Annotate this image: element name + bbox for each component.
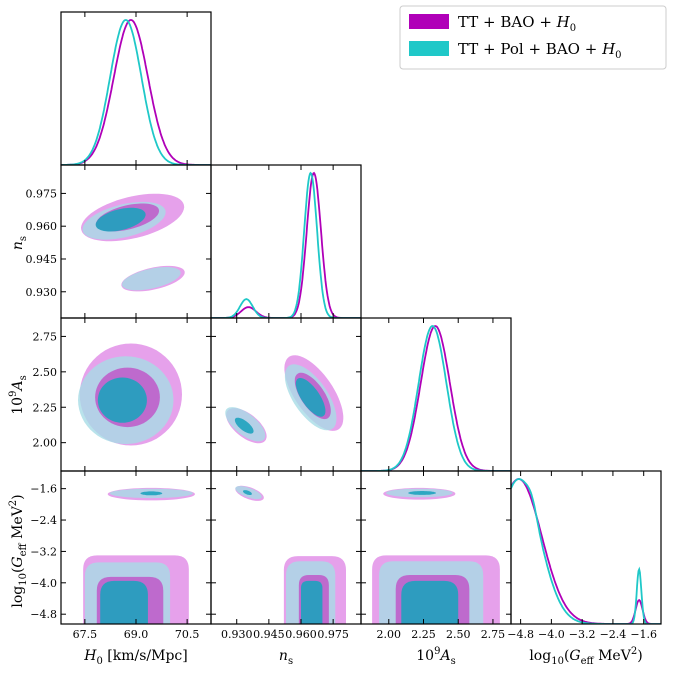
ylabel-As: 109As [8,375,29,414]
xtick-label-As: 2.50 [446,628,471,641]
panel-1d-Geff: −4.8 −4.0 −3.2 −2.4 −1.6 [507,470,662,641]
ytick-label-ns: 0.930 [26,286,58,299]
xtick-label-Geff: −3.2 [569,628,596,641]
legend-label-series2: TT + Pol + BAO + H0 [458,40,622,61]
xtick-label-H0: 67.5 [73,628,98,641]
xlabel-As: 109As [416,646,455,667]
xtick-label-Geff: −2.4 [600,628,627,641]
contour-series2-inner-Geff-ns [301,580,323,624]
marginal-line-series2-H0 [61,19,211,165]
panel-1d-As [360,317,512,472]
axes-frame [210,317,362,472]
contour-series2-inner-As-H0 [97,377,147,423]
contour-series2-inner-Geff-H0 [100,580,148,624]
axes-frame [60,11,212,166]
xlabel-H0: H0 [km/s/Mpc] [83,648,187,667]
xtick-label-H0: 70.5 [175,628,200,641]
ytick-label-Geff: −3.2 [30,545,57,558]
contour-series2-inner-Geff-ns [243,490,252,495]
axes-frame [360,317,512,472]
ytick-label-As: 2.75 [33,330,58,343]
xtick-label-ns: 0.960 [285,628,317,641]
ytick-label-As: 2.00 [33,437,58,450]
panel-1d-ns [210,164,362,319]
legend-swatch-series2 [409,41,449,56]
axes-frame [60,164,212,319]
xtick-label-H0: 69.0 [124,628,149,641]
axes-frame [210,164,362,319]
ytick-label-ns: 0.975 [26,187,58,200]
ytick-label-Geff: −4.8 [30,608,57,621]
ytick-label-ns: 0.960 [26,220,58,233]
legend-frame [399,5,667,70]
contour-series2-inner-ns-H0 [95,207,146,232]
ytick-label-ns: 0.945 [26,253,58,266]
contour-series2-inner-As-ns [295,378,326,417]
marginal-line-series1-H0 [61,19,211,165]
contour-series2-inner-As-ns [234,417,254,434]
panel-2d-Geff-vs-H0: 67.5 69.0 70.5 −4.8 −4.0 −3.2 −2.4 −1.6 [30,470,212,641]
panel-2d-As-vs-H0: 2.00 2.25 2.50 2.75 [33,317,212,472]
xtick-label-ns: 0.945 [253,628,285,641]
legend-label-series1: TT + BAO + H0 [458,13,576,34]
panel-2d-As-vs-ns [210,317,362,472]
ylabel-ns: ns [10,236,29,250]
marginal-line-series2-Geff [511,478,661,624]
marginal-line-series1-ns [211,171,361,318]
ytick-label-As: 2.25 [33,401,58,414]
contour-series2-inner-Geff-As [408,491,436,495]
legend-swatch-series1 [409,14,449,29]
marginal-line-series1-As [361,325,511,471]
ytick-label-Geff: −2.4 [30,514,57,527]
panel-2d-Geff-vs-As: 2.00 2.25 2.50 2.75 [360,470,512,641]
panel-2d-Geff-vs-ns: 0.930 0.945 0.960 0.975 [210,470,362,641]
xlabel-Geff: log10(Geff MeV2) [529,646,642,667]
xtick-label-Geff: −1.6 [630,628,657,641]
marginal-line-series2-As [361,325,511,471]
ylabel-Geff: log10(Geff MeV2) [8,494,29,607]
contour-series2-outer-ns-H0 [122,267,181,291]
xtick-label-Geff: −4.0 [538,628,565,641]
xtick-label-As: 2.75 [481,628,506,641]
ytick-label-Geff: −4.0 [30,577,57,590]
panel-1d-H0 [60,11,212,166]
xtick-label-As: 2.00 [377,628,402,641]
xtick-label-As: 2.25 [411,628,436,641]
xlabel-ns: ns [279,648,293,667]
panels-layer: −4.8 −4.0 −3.2 −2.4 −1.60.9300.9450.9600.975… [26,11,662,641]
ytick-label-As: 2.50 [33,366,58,379]
contour-series2-inner-Geff-H0 [140,491,163,496]
ytick-label-Geff: −1.6 [30,483,57,496]
axes-frame [360,470,512,625]
xtick-label-Geff: −4.8 [507,628,534,641]
contour-series2-inner-Geff-As [401,580,459,624]
marginal-line-series2-ns [211,171,361,318]
xtick-label-ns: 0.930 [221,628,253,641]
panel-2d-ns-vs-H0: 0.930 0.945 0.960 0.975 [26,164,212,319]
legend: TT + BAO + H0 TT + Pol + BAO + H0 [399,5,667,70]
xtick-label-ns: 0.975 [317,628,349,641]
